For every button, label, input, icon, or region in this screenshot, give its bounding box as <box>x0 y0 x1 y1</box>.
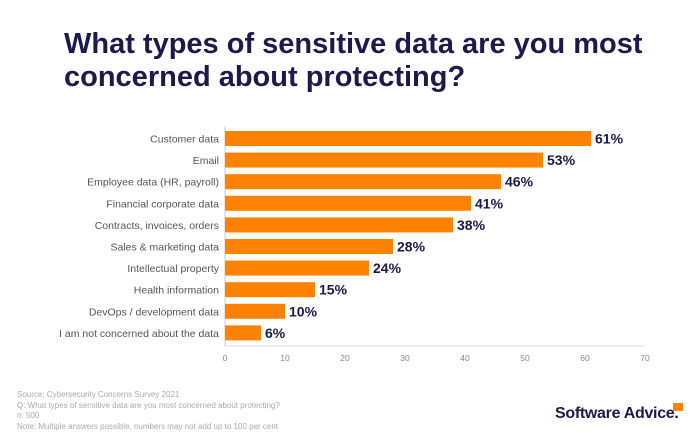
bar <box>225 131 591 146</box>
data-label: 10% <box>289 303 318 319</box>
data-label: 24% <box>373 260 402 276</box>
logo-speech-bubble-icon <box>673 403 683 411</box>
x-tick-label: 70 <box>640 353 650 363</box>
bar <box>225 239 393 254</box>
data-label: 28% <box>397 239 426 255</box>
x-tick-label: 50 <box>520 353 530 363</box>
category-label: Contracts, invoices, orders <box>95 220 219 232</box>
category-label: Customer data <box>150 134 219 146</box>
category-label: Intellectual property <box>127 263 219 275</box>
x-tick-label: 30 <box>400 353 410 363</box>
category-label: DevOps / development data <box>89 306 219 318</box>
bar <box>225 282 315 298</box>
bar <box>225 260 369 276</box>
software-advice-logo: Software Advice. <box>555 405 679 422</box>
x-tick-label: 0 <box>223 353 228 363</box>
x-tick-label: 40 <box>460 353 470 363</box>
bar <box>225 152 543 168</box>
data-label: 53% <box>547 152 576 168</box>
chart-title: What types of sensitive data are you mos… <box>64 28 643 93</box>
bar <box>225 303 285 319</box>
x-tick-label: 10 <box>280 353 290 363</box>
data-label: 15% <box>319 282 348 298</box>
category-label: Employee data (HR, payroll) <box>87 177 219 189</box>
question-note: Q: What types of sensitive data are you … <box>17 400 280 410</box>
bar <box>225 217 453 233</box>
bar <box>225 174 501 190</box>
sample-size-note: n: 500 <box>17 411 40 420</box>
x-tick-label: 60 <box>580 353 590 363</box>
footer-notes: Source: Cybersecurity Concerns Survey 20… <box>17 390 280 432</box>
x-tick-label: 20 <box>340 353 350 363</box>
source-note: Source: Cybersecurity Concerns Survey 20… <box>17 390 180 399</box>
data-label: 41% <box>475 195 504 211</box>
category-label: Health information <box>134 285 219 297</box>
data-label: 61% <box>595 131 624 147</box>
bar <box>225 325 261 341</box>
data-label: 6% <box>265 325 286 341</box>
data-label: 46% <box>505 174 534 190</box>
data-label: 38% <box>457 217 486 233</box>
bar <box>225 195 471 211</box>
category-label: Email <box>193 155 219 167</box>
category-label: Sales & marketing data <box>110 242 219 254</box>
category-label: I am not concerned about the data <box>59 328 219 340</box>
category-label: Financial corporate data <box>106 198 219 210</box>
disclaimer-note: Note: Multiple answers possible, numbers… <box>17 421 279 431</box>
